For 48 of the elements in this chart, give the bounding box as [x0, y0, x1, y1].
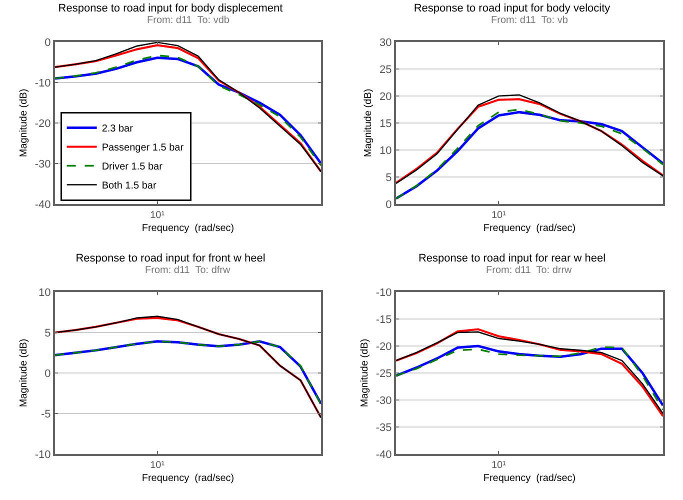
x-tick-label: 10¹ [150, 210, 166, 221]
y-tick-label: -20 [376, 340, 392, 353]
x-axis-title: Frequency (rad/sec) [483, 223, 576, 234]
y-tick-label: 30 [380, 36, 392, 49]
y-tick-label: -35 [376, 422, 392, 434]
x-tick-label: 10¹ [150, 460, 166, 471]
chart-subtitle: From: d11 To: drrw [486, 265, 573, 276]
x-axis-title: Frequency (rad/sec) [142, 223, 234, 234]
legend-label: Both 1.5 bar [102, 180, 157, 192]
y-tick-label: -15 [376, 314, 392, 326]
y-axis-title: Magnitude (dB) [359, 338, 370, 408]
y-tick-label: -10 [34, 448, 51, 461]
y-tick-label: -25 [376, 368, 392, 380]
chart-subtitle: From: d11 To: dfrw [145, 265, 231, 276]
chart-title: Response to road input for body velocity [414, 2, 611, 14]
chart-title: Response to road input for front w heel [76, 252, 266, 264]
y-tick-label: -10 [34, 77, 51, 90]
y-tick-label: 25 [380, 64, 392, 76]
y-tick-label: -20 [34, 118, 51, 130]
y-tick-label: 0 [44, 36, 51, 49]
legend-label: Passenger 1.5 bar [102, 142, 184, 154]
x-axis-title: Frequency (rad/sec) [483, 473, 576, 484]
y-axis-title: Magnitude (dB) [363, 88, 374, 158]
y-tick-label: 10 [38, 286, 51, 299]
y-axis-title: Magnitude (dB) [18, 338, 30, 408]
y-tick-label: -30 [34, 158, 51, 170]
y-tick-label: 15 [380, 118, 392, 130]
chart-subtitle: From: d11 To: vb [491, 15, 568, 26]
y-tick-label: 0 [44, 368, 51, 380]
chart-title: Response to road input for rear w heel [418, 252, 606, 264]
y-tick-label: -5 [41, 408, 51, 420]
chart-title: Response to road input for body displecement [58, 2, 283, 14]
x-tick-label: 10¹ [491, 210, 507, 221]
x-axis-title: Frequency (rad/sec) [142, 473, 234, 484]
y-tick-label: 20 [380, 90, 392, 103]
y-tick-label: -30 [376, 394, 392, 407]
y-tick-label: -40 [34, 198, 51, 211]
legend-label: 2.3 bar [102, 124, 134, 135]
chart-subtitle: From: d11 To: vdb [147, 15, 230, 26]
x-tick-label: 10¹ [491, 460, 507, 471]
y-tick-label: 5 [386, 172, 392, 184]
y-axis-title: Magnitude (dB) [18, 88, 30, 158]
y-tick-label: 10 [380, 144, 392, 157]
y-tick-label: -10 [376, 286, 392, 299]
y-tick-label: 0 [386, 198, 392, 211]
y-tick-label: 5 [44, 327, 51, 340]
legend-label: Driver 1.5 bar [102, 162, 164, 173]
y-tick-label: -40 [376, 448, 392, 461]
